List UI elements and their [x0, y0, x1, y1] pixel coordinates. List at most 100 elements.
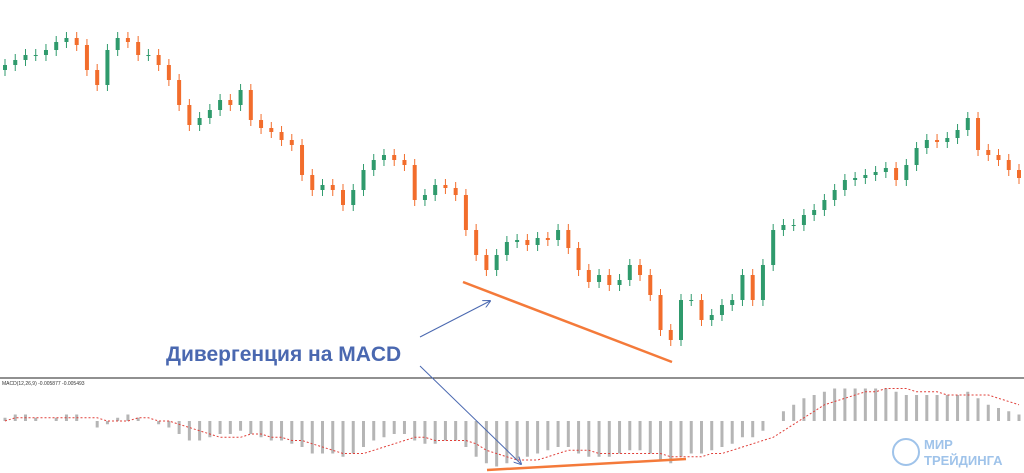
candle-body — [1017, 170, 1021, 178]
candle-body — [381, 155, 386, 160]
candle-body — [474, 230, 479, 255]
candle-body — [166, 65, 171, 80]
candle-body — [515, 240, 520, 242]
candle-body — [719, 305, 724, 315]
candle-body — [136, 42, 141, 55]
candle-body — [310, 175, 315, 190]
candle-body — [392, 155, 397, 160]
candle-body — [935, 140, 940, 142]
candle-body — [597, 275, 602, 282]
candle-body — [494, 255, 499, 270]
candle-body — [207, 110, 212, 118]
candle-body — [760, 265, 765, 300]
candle-body — [894, 168, 899, 180]
candle-body — [996, 155, 1001, 160]
macd-panel — [3, 388, 1021, 467]
candle-body — [300, 145, 305, 175]
candle-body — [228, 100, 233, 105]
candle-body — [679, 300, 683, 340]
candle-body — [689, 300, 694, 301]
candle-body — [238, 90, 243, 105]
candle-body — [545, 238, 550, 240]
candle-body — [320, 185, 325, 190]
candle-body — [801, 215, 806, 225]
candle-body — [279, 132, 284, 140]
candle-body — [64, 38, 69, 42]
candle-body — [904, 165, 909, 180]
candle-body — [115, 38, 120, 50]
arrow — [419, 301, 490, 338]
macd-trendline — [486, 457, 687, 472]
candle-body — [361, 170, 366, 190]
candle-body — [730, 300, 735, 305]
candle-body — [668, 330, 673, 340]
candle-body — [781, 225, 786, 230]
candle-body — [853, 178, 858, 180]
candle-body — [842, 180, 847, 190]
logo-icon — [892, 438, 920, 466]
candle-body — [945, 138, 950, 142]
candle-body — [627, 265, 632, 280]
candle-body — [125, 38, 130, 42]
candle-body — [197, 118, 202, 125]
macd-label: MACD(12,26,9) -0.005877 -0.005493 — [2, 381, 85, 387]
candle-body — [43, 50, 48, 55]
candle-body — [443, 185, 448, 188]
candle-body — [1006, 160, 1011, 170]
candle-body — [709, 315, 714, 320]
candle-body — [617, 280, 622, 285]
candle-body — [341, 190, 345, 205]
candle-body — [453, 188, 458, 195]
candle-body — [269, 128, 274, 132]
candle-body — [883, 168, 888, 172]
candle-body — [33, 55, 38, 56]
candle-body — [822, 200, 827, 210]
price-panel — [3, 32, 1021, 346]
candle-body — [658, 295, 663, 330]
candle-body — [484, 255, 489, 270]
candle-body — [177, 80, 182, 105]
candle-body — [873, 172, 878, 175]
candle-body — [504, 242, 509, 255]
candle-body — [863, 175, 868, 178]
candle-body — [351, 190, 356, 205]
candle-body — [371, 160, 376, 170]
candle-body — [986, 150, 991, 155]
candle-body — [422, 195, 427, 200]
candle-body — [535, 238, 540, 245]
arrow — [419, 365, 521, 464]
annotation: Дивергенция на MACD — [166, 343, 401, 366]
candle-body — [586, 270, 591, 282]
candle-body — [556, 230, 561, 240]
candle-body — [259, 120, 264, 128]
signal-line — [4, 388, 1020, 461]
candle-body — [13, 60, 18, 65]
candle-body — [965, 118, 970, 130]
candle-body — [146, 55, 151, 56]
candle-body — [330, 185, 335, 190]
candle-body — [95, 70, 100, 85]
candle-body — [105, 50, 110, 85]
candle-body — [740, 275, 745, 300]
candle-body — [3, 65, 7, 70]
candle-body — [699, 300, 704, 320]
candle-body — [955, 130, 960, 138]
candle-body — [976, 118, 981, 150]
candle-body — [566, 230, 571, 248]
candle-body — [914, 148, 919, 165]
candle-body — [84, 45, 89, 70]
candle-body — [23, 55, 28, 60]
candle-body — [54, 42, 59, 50]
candle-body — [638, 265, 643, 275]
candle-body — [433, 185, 438, 195]
candle-body — [648, 275, 653, 295]
candle-body — [412, 165, 417, 200]
logo-line: ТРЕЙДИНГА — [924, 453, 1003, 468]
candle-body — [832, 190, 837, 200]
candle-body — [791, 225, 796, 226]
candle-body — [402, 160, 407, 165]
candle-body — [607, 275, 612, 285]
candle-body — [812, 210, 817, 215]
candle-body — [248, 90, 253, 120]
